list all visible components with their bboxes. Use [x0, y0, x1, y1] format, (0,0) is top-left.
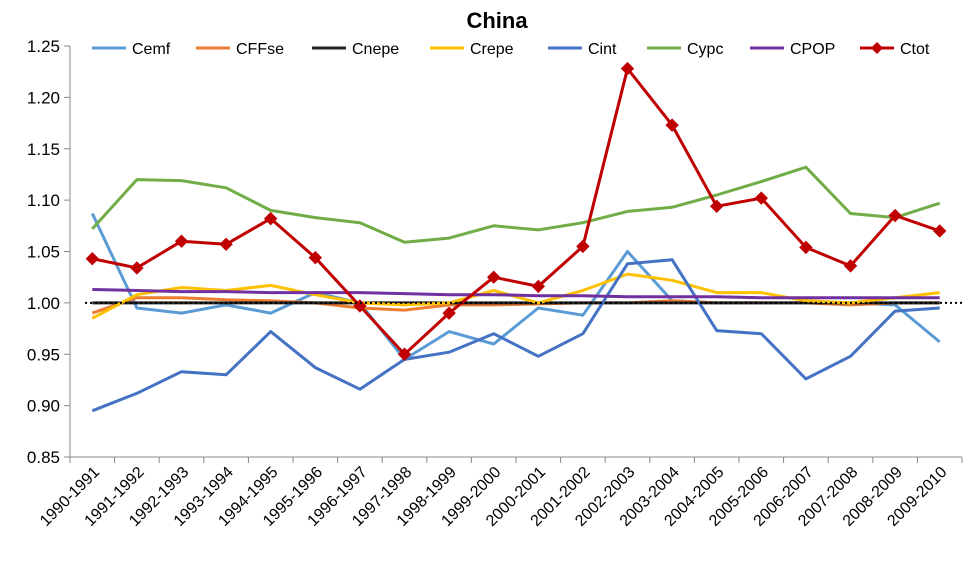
- y-tick-label: 1.05: [27, 243, 60, 262]
- data-point-ctot: [130, 261, 144, 275]
- legend-label: Cemf: [132, 41, 171, 58]
- data-point-ctot: [888, 208, 902, 223]
- data-point-ctot: [308, 250, 323, 265]
- y-tick-label: 1.00: [27, 294, 60, 313]
- legend-item-crepe: Crepe: [430, 41, 514, 58]
- data-point-ctot: [843, 259, 858, 273]
- series-ctot: [85, 61, 947, 361]
- series-line-ctot: [91, 67, 941, 356]
- y-tick-label: 1.25: [27, 37, 60, 56]
- data-point-ctot: [442, 306, 456, 320]
- series-cint: [91, 258, 940, 413]
- legend-label: CPOP: [790, 41, 835, 58]
- series-cemf: [90, 212, 941, 361]
- legend-item-cypc: Cypc: [647, 41, 723, 58]
- legend-item-cint: Cint: [548, 41, 617, 58]
- data-point-ctot: [932, 224, 947, 238]
- data-point-ctot: [620, 61, 635, 76]
- legend-label: Cint: [588, 41, 617, 58]
- y-tick-label: 1.15: [27, 140, 60, 159]
- data-point-ctot: [174, 234, 189, 248]
- legend-item-cemf: Cemf: [92, 41, 171, 58]
- legend-item-cffse: CFFse: [196, 41, 284, 58]
- y-tick-label: 1.10: [27, 191, 60, 210]
- y-tick-label: 0.90: [27, 397, 60, 416]
- legend-marker: [871, 42, 883, 54]
- chart-title: China: [466, 8, 528, 33]
- axes: 0.850.900.951.001.051.101.151.201.251990…: [27, 37, 963, 530]
- legend-label: Crepe: [470, 41, 514, 58]
- y-tick-label: 0.95: [27, 345, 60, 364]
- data-point-ctot: [85, 251, 100, 266]
- data-point-ctot: [397, 347, 412, 361]
- data-point-ctot: [531, 279, 546, 294]
- series-line-cint: [91, 258, 940, 413]
- series-line-cypc: [91, 165, 941, 244]
- series-line-cpop: [92, 288, 940, 300]
- data-point-ctot: [709, 199, 724, 213]
- legend-item-ctot: Ctot: [860, 41, 930, 58]
- series-line-cemf: [90, 212, 941, 361]
- data-point-ctot: [576, 239, 590, 254]
- series-cypc: [91, 165, 941, 244]
- legend-label: CFFse: [236, 41, 284, 58]
- series-cpop: [92, 288, 940, 300]
- y-tick-label: 0.85: [27, 448, 60, 467]
- series-lines: [85, 61, 962, 413]
- y-tick-label: 1.20: [27, 88, 60, 107]
- data-point-ctot: [263, 211, 278, 226]
- legend-label: Cnepe: [352, 41, 399, 58]
- legend-item-cpop: CPOP: [750, 41, 835, 58]
- data-point-ctot: [486, 270, 501, 284]
- legend: Cemf CFFse Cnepe Crepe Cint Cypc CPOP Ctot: [92, 41, 930, 58]
- data-point-ctot: [665, 118, 679, 132]
- legend-label: Cypc: [687, 41, 723, 58]
- data-point-ctot: [799, 240, 813, 255]
- legend-label: Ctot: [900, 41, 930, 58]
- legend-item-cnepe: Cnepe: [312, 41, 399, 58]
- data-point-ctot: [219, 237, 233, 252]
- data-point-ctot: [754, 191, 769, 205]
